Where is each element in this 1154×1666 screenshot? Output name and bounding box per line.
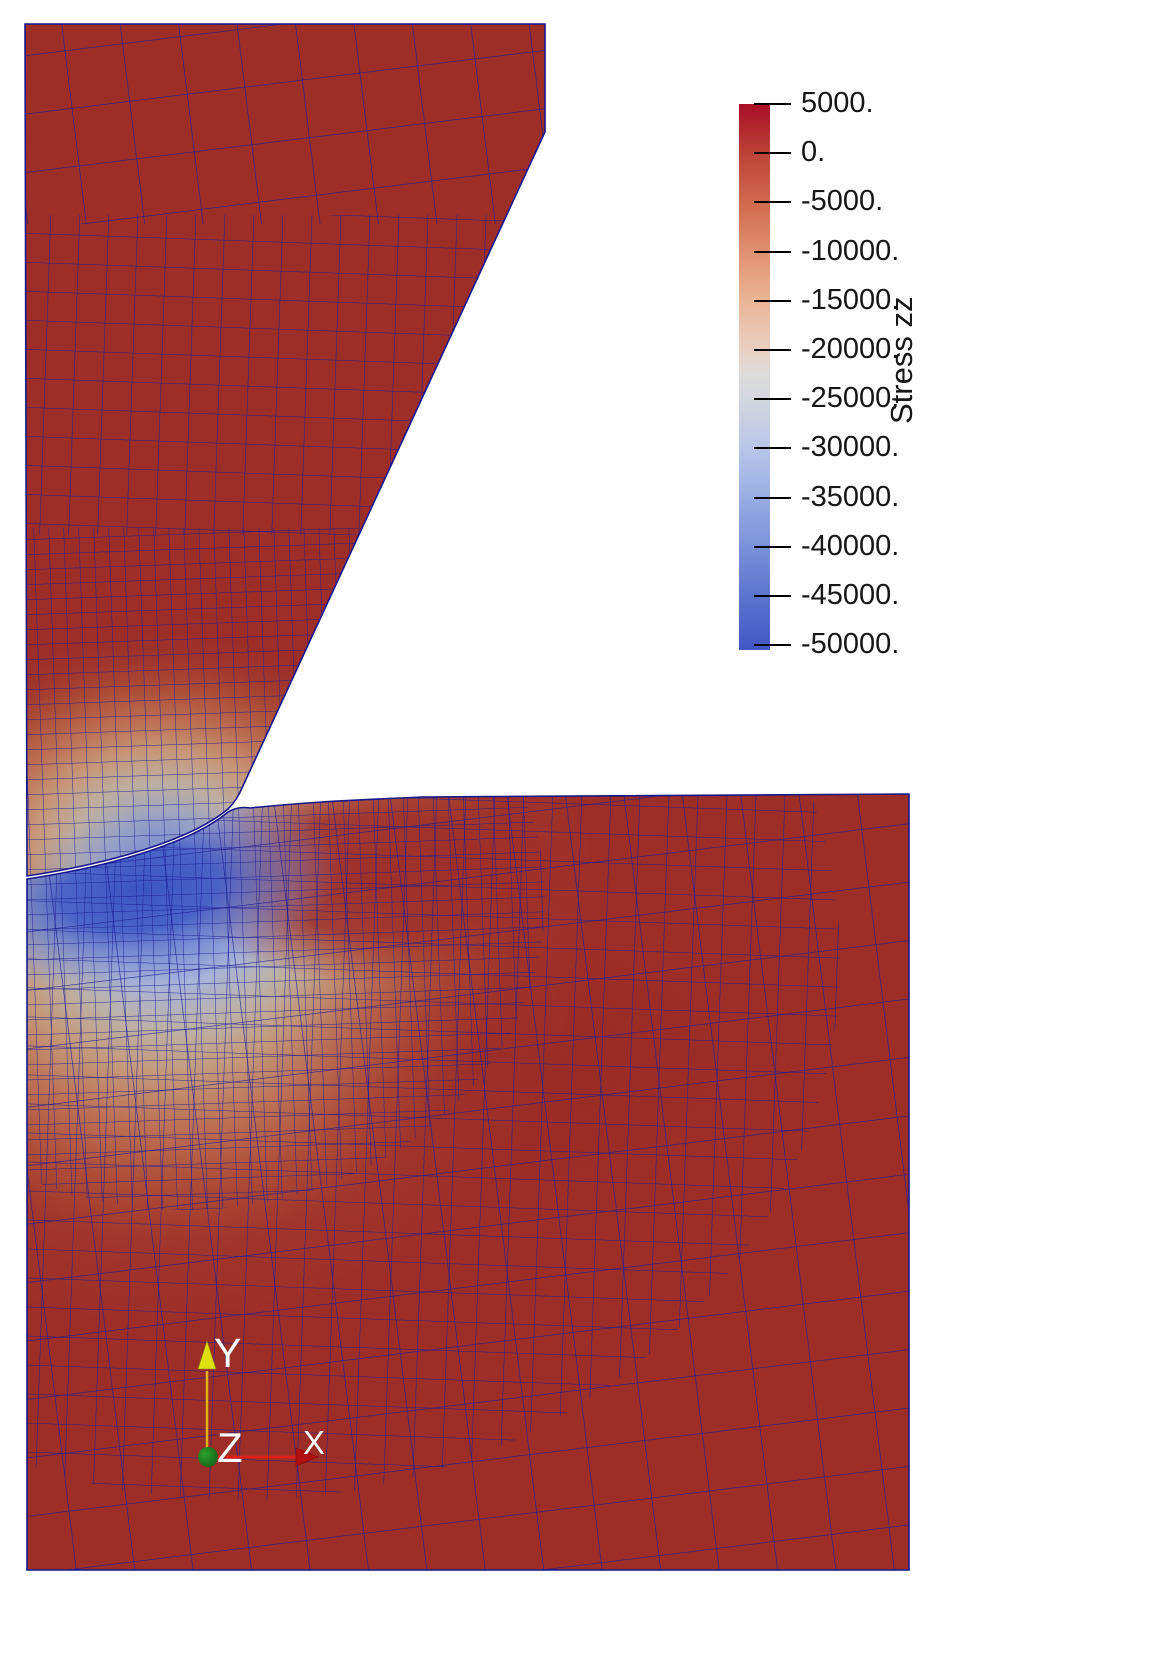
colorbar-tick bbox=[754, 497, 791, 499]
colorbar-tick bbox=[754, 349, 791, 351]
colorbar-tick bbox=[754, 546, 791, 548]
colorbar-gradient[interactable] bbox=[739, 104, 770, 650]
colorbar-tick bbox=[754, 152, 791, 154]
colorbar-tick-label: -25000. bbox=[801, 382, 900, 414]
colorbar-tick bbox=[754, 595, 791, 597]
colorbar-title: Stress zz bbox=[884, 296, 919, 424]
x-axis-arrowhead-icon bbox=[295, 1447, 319, 1467]
indenter-mesh bbox=[24, 23, 546, 877]
colorbar-tick bbox=[754, 251, 791, 253]
colorbar-tick bbox=[754, 300, 791, 302]
z-axis-label: Z bbox=[217, 1424, 243, 1471]
colorbar-tick-label: 0. bbox=[801, 136, 826, 168]
orientation-axes-widget: Y Z X bbox=[197, 1330, 325, 1471]
z-axis-sphere-icon bbox=[198, 1447, 218, 1467]
colorbar-tick-label: 5000. bbox=[801, 87, 874, 119]
colorbar-tick-label: -40000. bbox=[801, 530, 900, 562]
colorbar-tick bbox=[754, 103, 791, 105]
colorbar-tick bbox=[754, 644, 791, 646]
colorbar-tick-label: -15000. bbox=[801, 284, 900, 316]
colorbar-tick-label: -50000. bbox=[801, 628, 900, 660]
y-axis-label: Y bbox=[214, 1330, 241, 1376]
colorbar-tick bbox=[754, 201, 791, 203]
x-axis-label: X bbox=[303, 1424, 325, 1461]
y-axis-arrowhead-icon bbox=[197, 1340, 217, 1370]
colorbar-tick-label: -10000. bbox=[801, 235, 900, 267]
colorbar-tick-label: -5000. bbox=[801, 185, 884, 217]
colorbar-tick-label: -35000. bbox=[801, 481, 900, 513]
colorbar-tick-label: -30000. bbox=[801, 431, 900, 463]
colorbar-tick bbox=[754, 447, 791, 449]
colorbar-tick-label: -45000. bbox=[801, 579, 900, 611]
colorbar-tick bbox=[754, 398, 791, 400]
colorbar-tick-label: -20000. bbox=[801, 333, 900, 365]
